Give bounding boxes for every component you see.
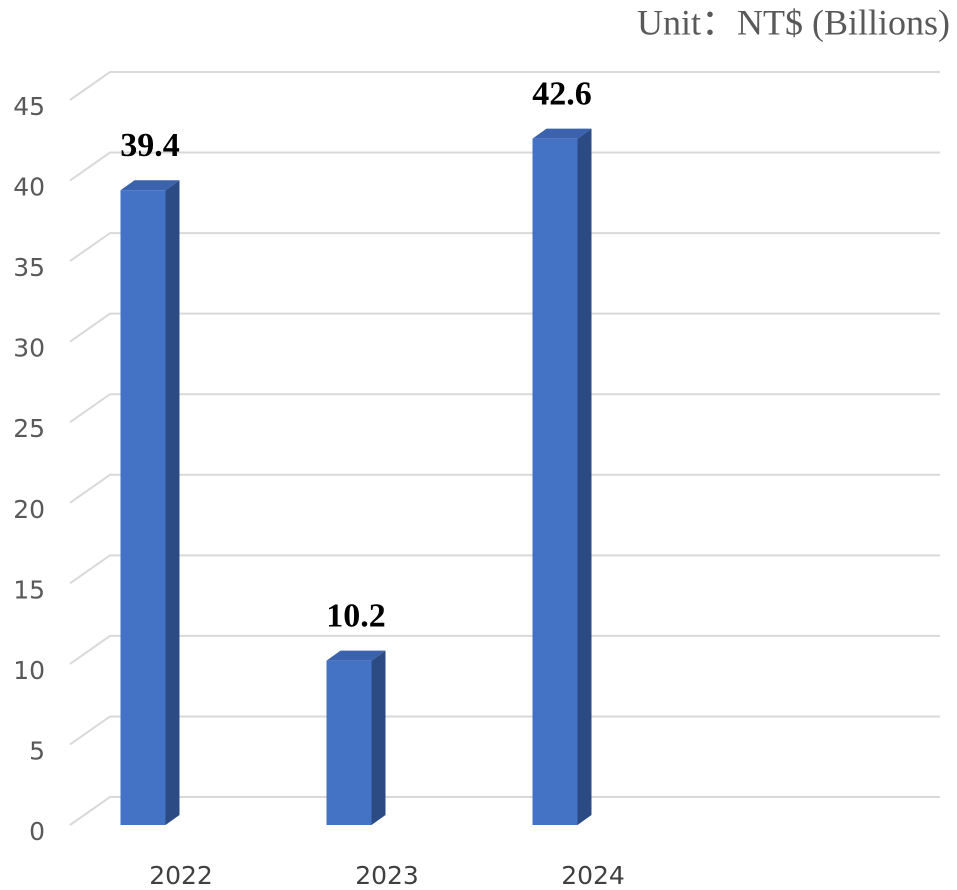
y-tick-label: 25 xyxy=(13,414,45,443)
bar-top xyxy=(120,180,180,191)
bar xyxy=(532,138,578,825)
bar xyxy=(120,190,166,825)
y-tick-label: 20 xyxy=(13,495,45,524)
y-tick-label: 10 xyxy=(13,656,45,685)
bar-top xyxy=(326,650,386,661)
unit-label: Unit：NT$ (Billions) xyxy=(637,2,950,42)
y-tick-label: 40 xyxy=(13,173,45,202)
grid-line xyxy=(69,715,940,746)
grid-line xyxy=(69,232,940,262)
grid-line xyxy=(69,151,940,182)
grid-line xyxy=(69,473,940,504)
x-tick-label: 2022 xyxy=(149,861,213,890)
grid-line xyxy=(69,393,940,424)
grid-line xyxy=(69,634,940,665)
bar xyxy=(326,660,372,825)
grid-line xyxy=(69,71,940,101)
y-tick-label: 15 xyxy=(13,575,45,604)
grid-line xyxy=(69,312,940,343)
y-tick-label: 45 xyxy=(13,92,45,121)
bar-side xyxy=(371,650,386,825)
x-tick-label: 2023 xyxy=(355,861,419,890)
grid-line xyxy=(69,554,940,585)
value-label: 39.4 xyxy=(120,127,180,164)
bar-side xyxy=(577,128,592,825)
x-tick-label: 2024 xyxy=(561,861,625,890)
bar-side xyxy=(165,180,180,825)
bar-top xyxy=(532,128,592,139)
y-tick-label: 0 xyxy=(29,817,45,846)
y-tick-label: 30 xyxy=(13,334,45,363)
value-label: 10.2 xyxy=(326,597,386,634)
y-tick-label: 5 xyxy=(29,736,45,765)
value-label: 42.6 xyxy=(532,75,592,112)
y-tick-label: 35 xyxy=(13,253,45,282)
grid-line xyxy=(69,796,940,826)
